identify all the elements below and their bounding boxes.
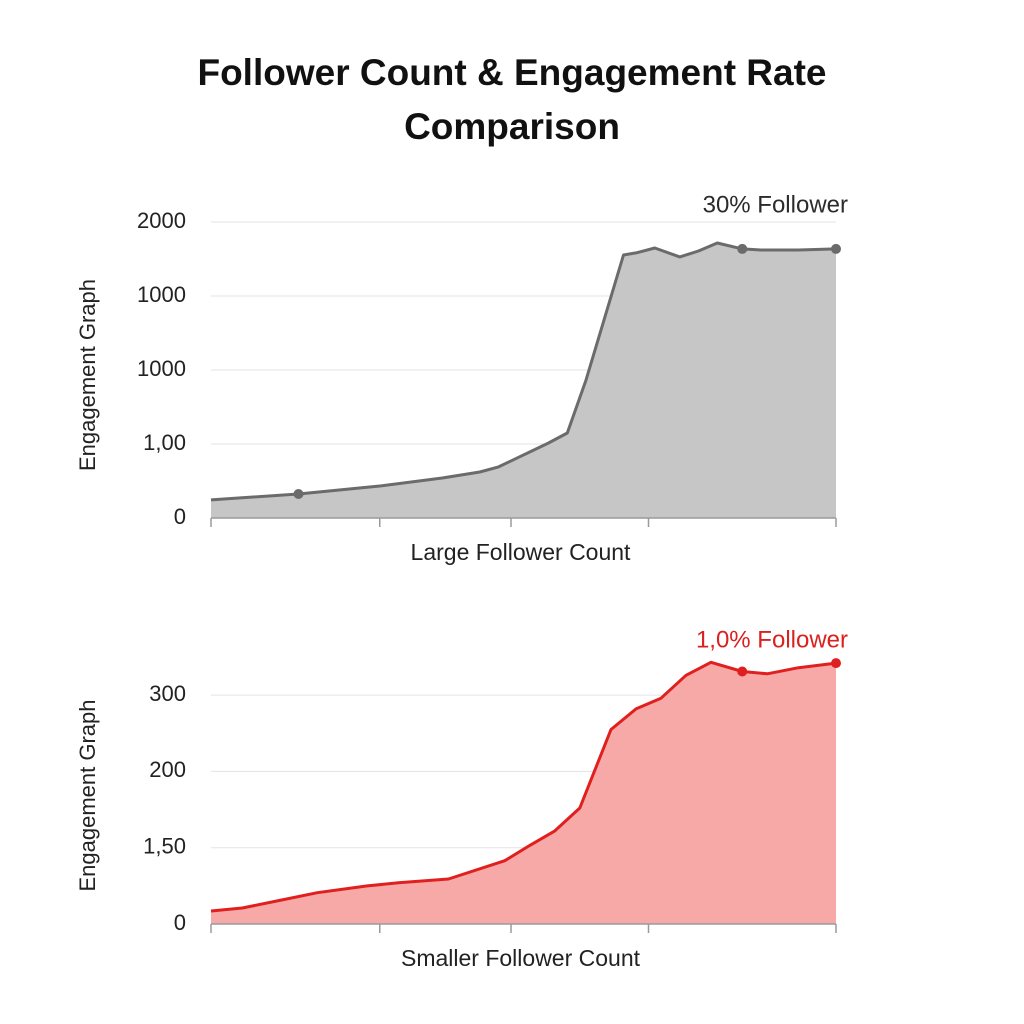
area <box>211 662 836 924</box>
x-axis-label: Large Follower Count <box>411 539 632 565</box>
y-tick-label: 200 <box>149 757 186 782</box>
y-tick-label: 0 <box>174 910 186 935</box>
y-tick-label: 300 <box>149 681 186 706</box>
annotation: 30% Follower <box>703 191 848 218</box>
annotation: 1,0% Follower <box>696 626 848 653</box>
y-axis-label: Engagement Graph <box>75 699 100 891</box>
chart-title: Follower Count & Engagement Rate Compari… <box>197 52 827 147</box>
point-marker <box>831 658 841 669</box>
y-tick-label: 2000 <box>137 208 186 233</box>
line <box>210 660 837 913</box>
y-tick-label: 0 <box>174 504 186 529</box>
y-tick-label: 1,00 <box>143 430 186 455</box>
y-tick-label: 1000 <box>137 356 186 381</box>
point-marker <box>831 243 841 254</box>
y-tick-label: 1,50 <box>143 834 186 859</box>
y-tick-label: 1000 <box>137 282 186 307</box>
x-axis-label: Smaller Follower Count <box>401 945 641 971</box>
area <box>211 243 836 518</box>
point-marker <box>737 666 748 677</box>
y-axis-label: Engagement Graph <box>75 279 100 471</box>
point-marker <box>293 489 304 500</box>
point-marker <box>737 243 748 254</box>
